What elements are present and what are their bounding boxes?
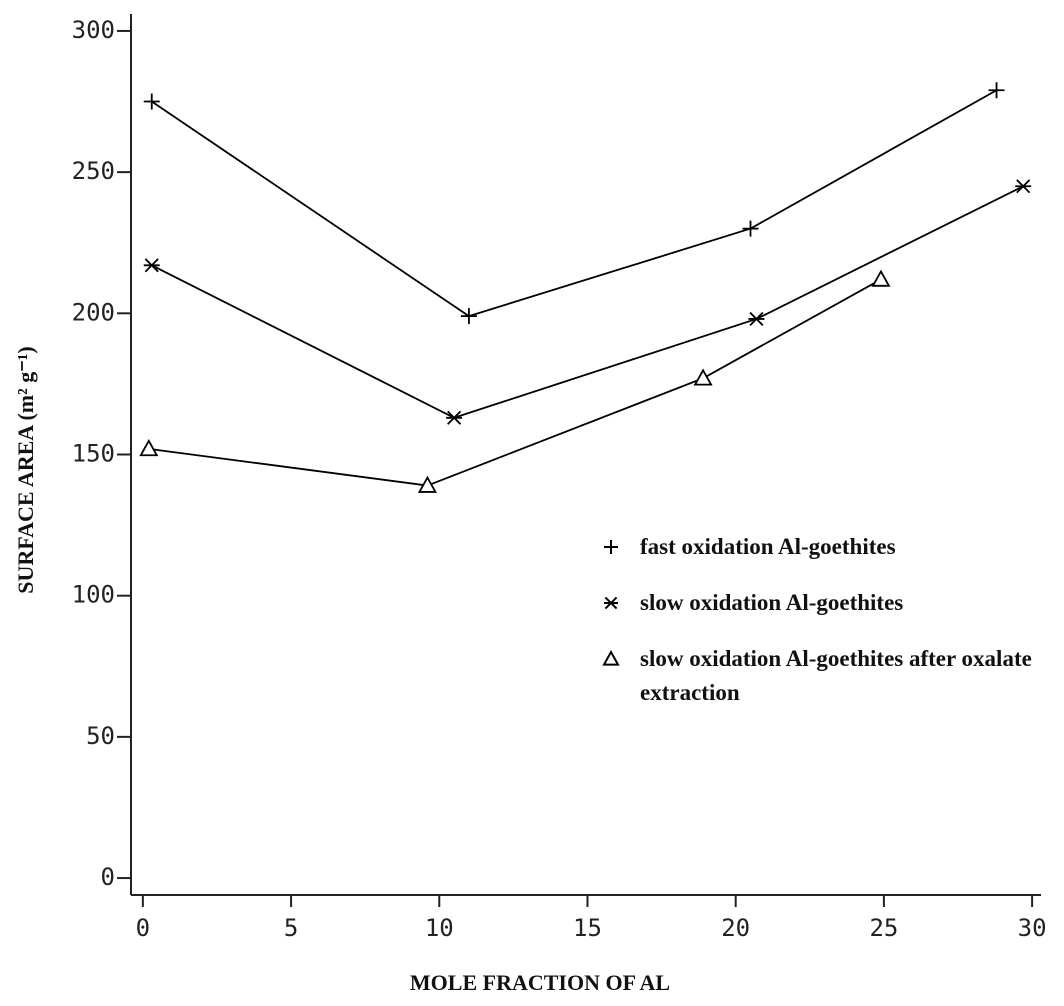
x-tick-label: 30 (1018, 914, 1047, 942)
y-tick-label: 300 (72, 16, 115, 44)
y-axis-label: SURFACE AREA (m² g⁻¹) (13, 346, 38, 593)
legend-marker (604, 596, 618, 610)
legend-symbol (604, 540, 618, 554)
x-tick-label: 5 (284, 914, 298, 942)
data-point (871, 269, 891, 287)
series-line (148, 278, 882, 487)
legend-label: fast oxidation Al-goethites (640, 534, 896, 559)
legend-marker (604, 540, 618, 554)
series-line (151, 89, 997, 318)
data-point (1015, 179, 1032, 194)
legend-label: slow oxidation Al-goethites after oxalat… (640, 646, 1032, 705)
x-tick-label: 25 (869, 914, 898, 942)
data-point (446, 410, 463, 425)
y-tick-label: 100 (72, 581, 115, 609)
y-tick-label: 150 (72, 440, 115, 468)
x-tick-label: 15 (573, 914, 602, 942)
legend-entry: slow oxidation Al-goethites (600, 586, 1040, 620)
x-tick-label: 0 (136, 914, 150, 942)
y-tick-label: 250 (72, 157, 115, 185)
legend: fast oxidation Al-goethites slow oxidatio… (600, 530, 1060, 732)
legend-label: slow oxidation Al-goethites (640, 590, 904, 615)
data-point (742, 220, 759, 237)
data-point (417, 475, 437, 493)
series-line (151, 185, 1024, 419)
x-tick-label: 10 (425, 914, 454, 942)
y-tick-label: 200 (72, 298, 115, 326)
data-point (143, 258, 160, 273)
data-point (139, 438, 159, 457)
legend-marker (602, 649, 620, 666)
y-tick-label: 0 (101, 863, 115, 891)
data-point (748, 311, 765, 326)
y-tick-label: 50 (86, 722, 115, 750)
data-point (143, 93, 160, 110)
data-point (988, 82, 1005, 99)
legend-entry: slow oxidation Al-goethites after oxalat… (600, 642, 1040, 710)
x-tick-label: 20 (721, 914, 750, 942)
legend-symbol (604, 596, 618, 610)
data-point (693, 368, 713, 386)
legend-symbol (602, 649, 620, 666)
data-point (460, 308, 477, 325)
legend-entry: fast oxidation Al-goethites (600, 530, 1040, 564)
x-axis-label: MOLE FRACTION OF AL (410, 970, 670, 995)
